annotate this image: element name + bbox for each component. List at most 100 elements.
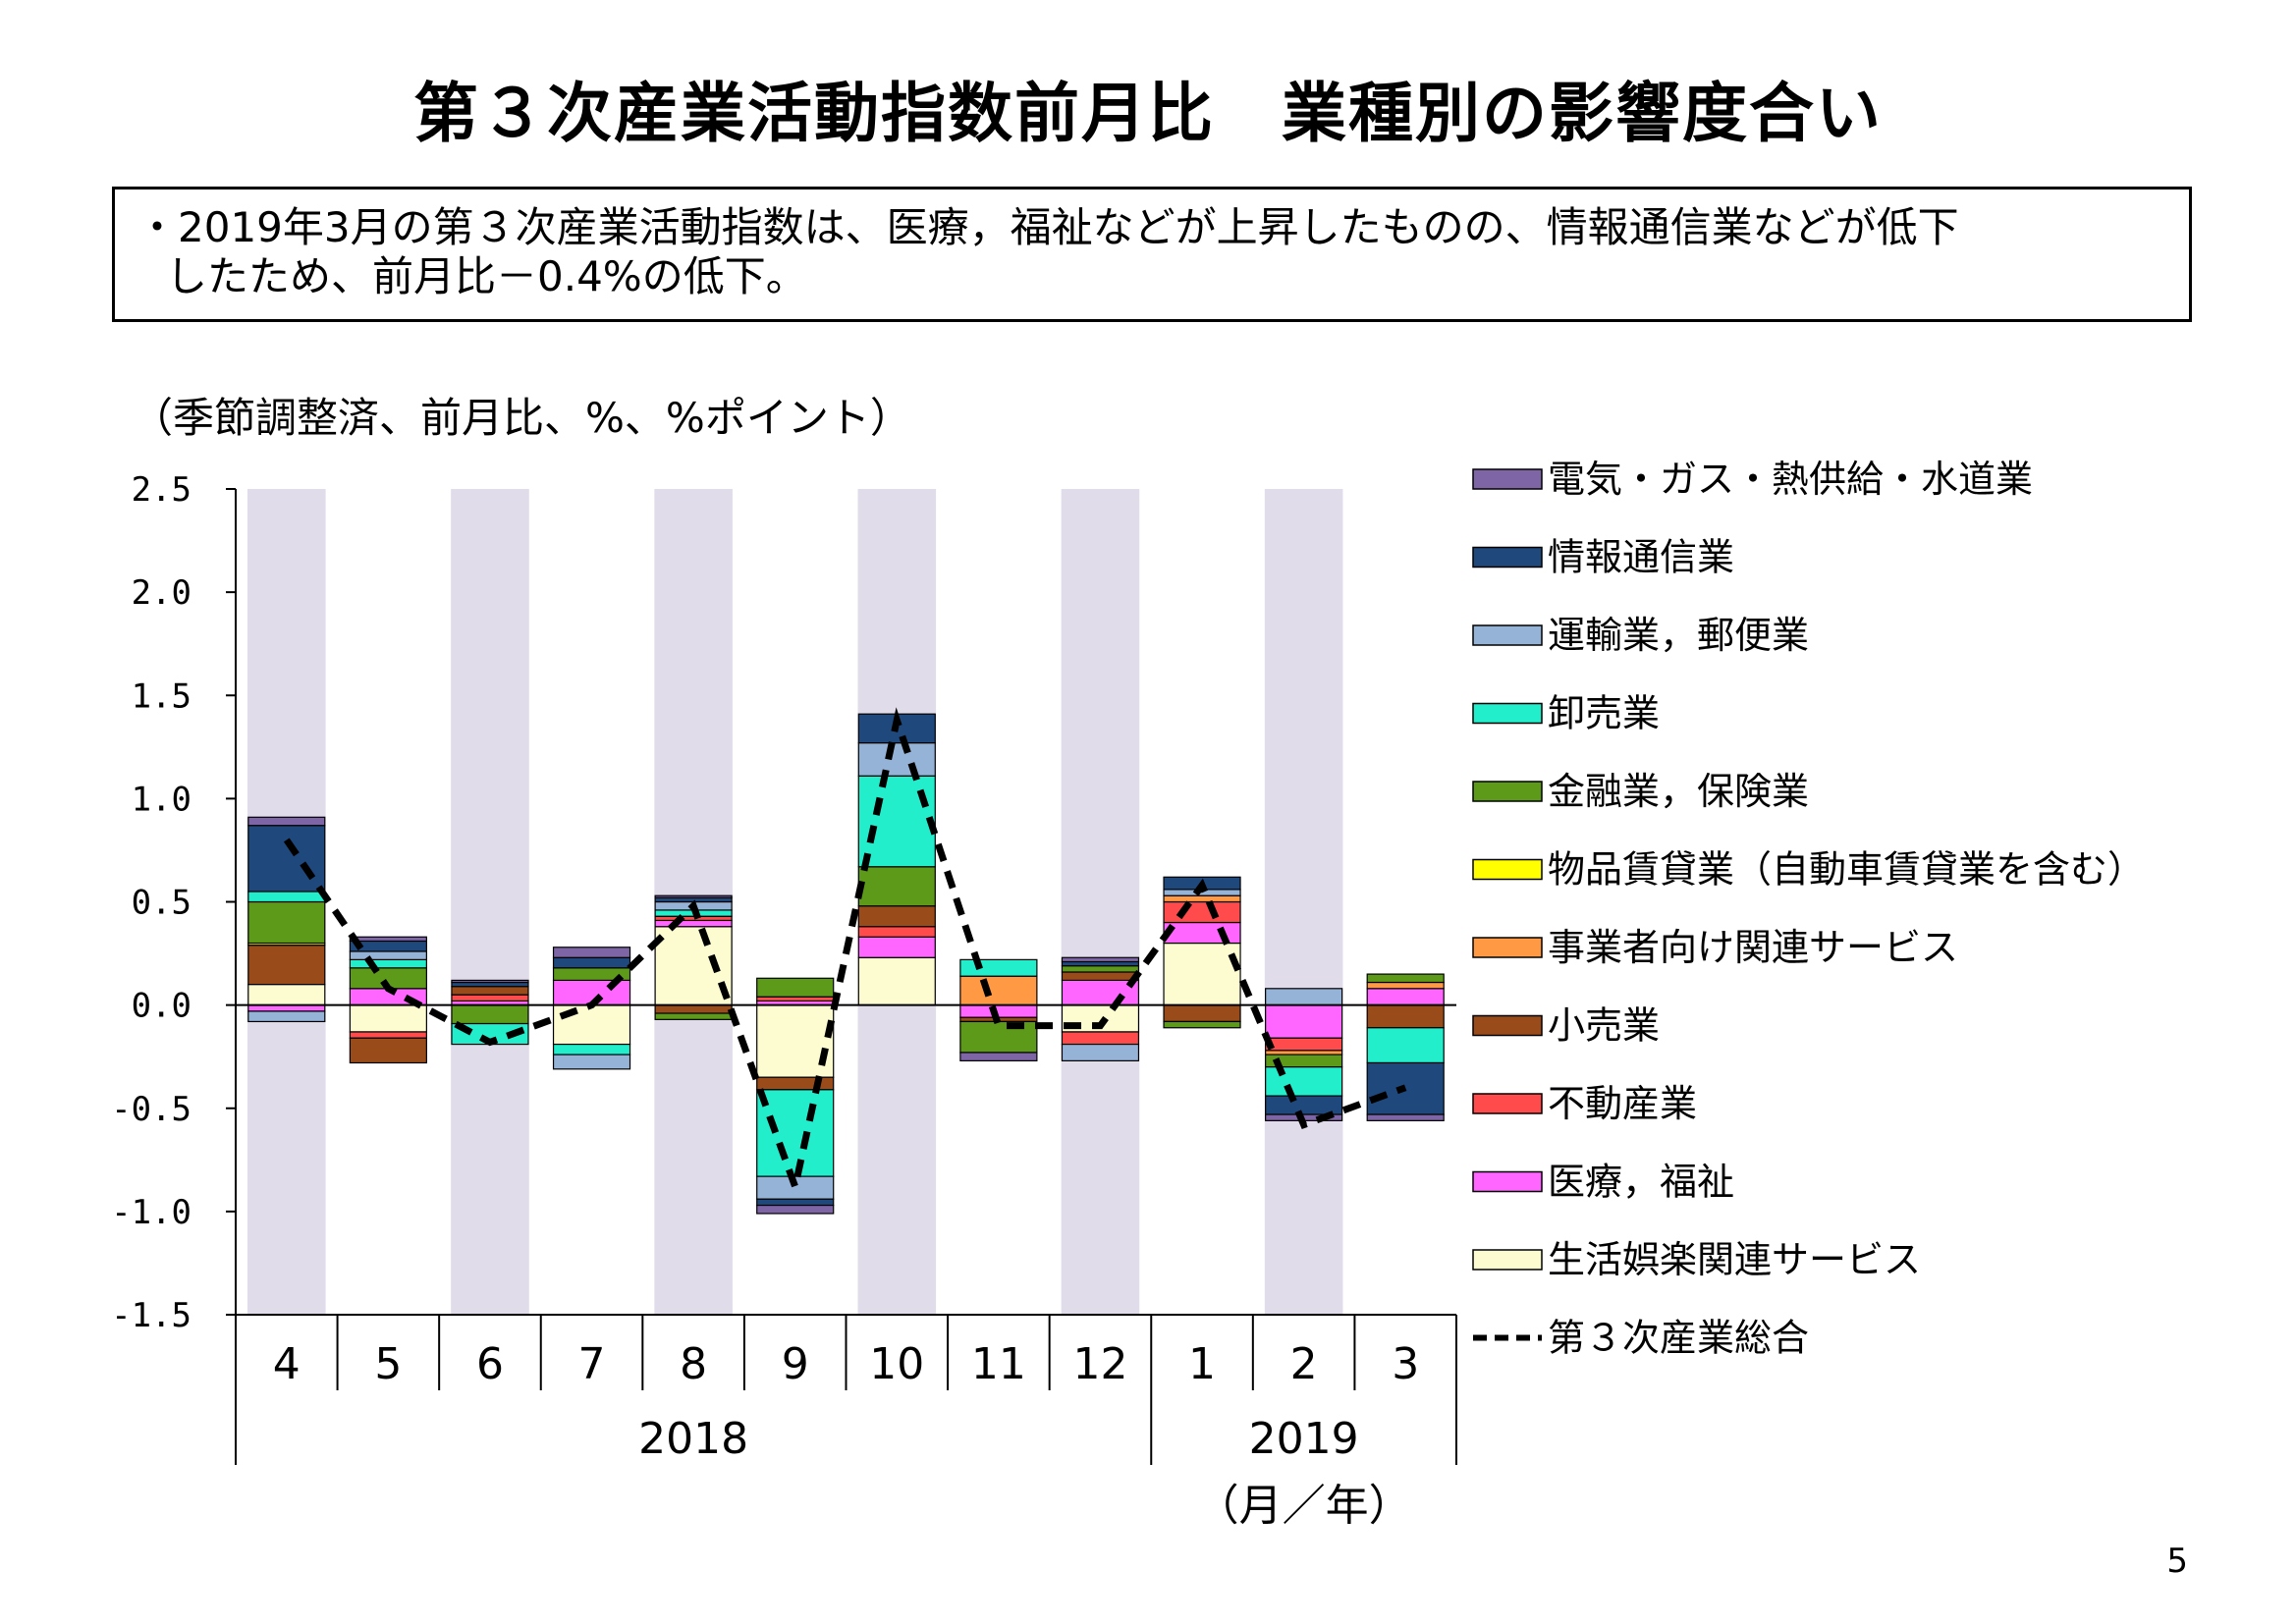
bar-segment [1366, 1027, 1445, 1064]
legend-label: 事業者向け関連サービス [1548, 926, 1958, 969]
bar-segment [857, 956, 936, 1006]
bar-segment [451, 979, 529, 984]
y-tick-label: -0.5 [111, 1090, 191, 1129]
x-tick-label: 12 [1072, 1339, 1127, 1389]
bar-segment [552, 1004, 631, 1046]
bar-segment [349, 950, 427, 960]
y-tick-label: 1.0 [132, 780, 191, 819]
x-tick-label: 3 [1392, 1339, 1419, 1389]
bar-segment [1265, 1037, 1343, 1052]
y-tick-label: 2.0 [132, 573, 191, 613]
legend-label: 物品賃貸業（自動車賃貸業を含む） [1548, 848, 2145, 892]
bar-segment [756, 1198, 835, 1207]
legend-label: 第３次産業総合 [1548, 1317, 1809, 1360]
x-tick-label: 1 [1188, 1339, 1216, 1389]
bar-segment [552, 956, 631, 969]
legend-swatch [1472, 1249, 1543, 1271]
bar-segment [756, 977, 835, 998]
bar-segment [1061, 979, 1140, 1006]
bar-segment [1265, 1050, 1343, 1056]
y-tick-label: 0.5 [132, 884, 191, 923]
summary-line-1: ・2019年3月の第３次産業活動指数は、医療，福祉などが上昇したものの、情報通信… [137, 203, 1959, 251]
legend-label: 不動産業 [1548, 1082, 1697, 1125]
bar-segment [756, 1004, 835, 1078]
legend-swatch [1472, 702, 1543, 725]
bar-segment [552, 947, 631, 958]
bar-segment [756, 1204, 835, 1215]
bar-segment [857, 936, 936, 958]
legend-swatch [1472, 937, 1543, 958]
bar-segment [857, 742, 936, 777]
x-year-label: 2019 [1249, 1414, 1359, 1464]
legend-swatch [1472, 1170, 1543, 1193]
legend-swatch [1472, 468, 1543, 490]
bar-segment [247, 983, 326, 1006]
bar-segment [451, 1004, 529, 1025]
bar-segment [1366, 988, 1445, 1006]
bar-segment [1061, 1031, 1140, 1046]
bar-segment [451, 981, 529, 988]
legend-swatch [1472, 781, 1543, 802]
legend-label: 卸売業 [1548, 692, 1660, 735]
bar-segment [1366, 1004, 1445, 1029]
shade-band [1061, 489, 1140, 1315]
x-tick-label: 4 [273, 1339, 301, 1389]
bar-segment [1163, 894, 1241, 903]
bar-segment [1163, 942, 1241, 1006]
bar-segment [654, 1004, 733, 1014]
bar-segment [552, 1043, 631, 1056]
x-year-label: 2018 [638, 1414, 748, 1464]
bar-segment [247, 825, 326, 893]
bar-segment [1163, 900, 1241, 924]
bar-segment [1061, 1043, 1140, 1061]
legend-label: 医療，福祉 [1548, 1161, 1734, 1204]
shade-band [451, 489, 529, 1315]
y-tick-label: -1.0 [111, 1193, 191, 1232]
bar-segment [1366, 1113, 1445, 1121]
x-tick-label: 10 [869, 1339, 924, 1389]
total-line [283, 707, 1407, 1200]
bar-segment [1265, 1004, 1343, 1039]
x-tick-label: 8 [680, 1339, 707, 1389]
y-tick-label: 1.5 [132, 677, 191, 716]
bar-segment [959, 1020, 1038, 1054]
x-tick-label: 2 [1290, 1339, 1318, 1389]
bar-segment [349, 1031, 427, 1039]
bar-segment [654, 919, 733, 928]
y-tick-label: 2.5 [132, 470, 191, 510]
bar-segment [1366, 973, 1445, 984]
bar-segment [654, 915, 733, 922]
bar-segment [654, 894, 733, 898]
x-tick-label: 6 [476, 1339, 504, 1389]
y-tick-label: 0.0 [132, 987, 191, 1026]
bar-segment [654, 926, 733, 1006]
bar-segment [756, 996, 835, 1002]
legend-label: 電気・ガス・熱供給・水道業 [1548, 458, 2033, 501]
legend-swatch [1472, 1093, 1543, 1114]
bar-segment [1061, 956, 1140, 963]
bar-segment [857, 775, 936, 868]
bar-segment [349, 936, 427, 943]
legend-label: 金融業，保険業 [1548, 770, 1809, 813]
x-tick-label: 9 [782, 1339, 809, 1389]
bar-segment [247, 900, 326, 945]
units-note: （季節調整済、前月比、%、%ポイント） [132, 394, 911, 442]
legend-label: 小売業 [1548, 1004, 1660, 1048]
legend-swatch [1472, 624, 1543, 646]
legend-swatch [1472, 1014, 1543, 1037]
bar-segment [857, 866, 936, 907]
y-tick-label: -1.5 [111, 1296, 191, 1335]
bar-segment [959, 975, 1038, 1006]
x-tick-label: 7 [578, 1339, 606, 1389]
bar-segment [451, 986, 529, 996]
x-tick-label: 5 [374, 1339, 402, 1389]
bar-segment [959, 1052, 1038, 1061]
bar-segment [247, 891, 326, 903]
bar-segment [1265, 1066, 1343, 1097]
bar-segment [1061, 965, 1140, 973]
bar-segment [857, 905, 936, 928]
bar-segment [451, 994, 529, 1002]
bar-segment [1163, 1020, 1241, 1029]
bar-segment [756, 1089, 835, 1177]
shade-band [1264, 489, 1343, 1315]
